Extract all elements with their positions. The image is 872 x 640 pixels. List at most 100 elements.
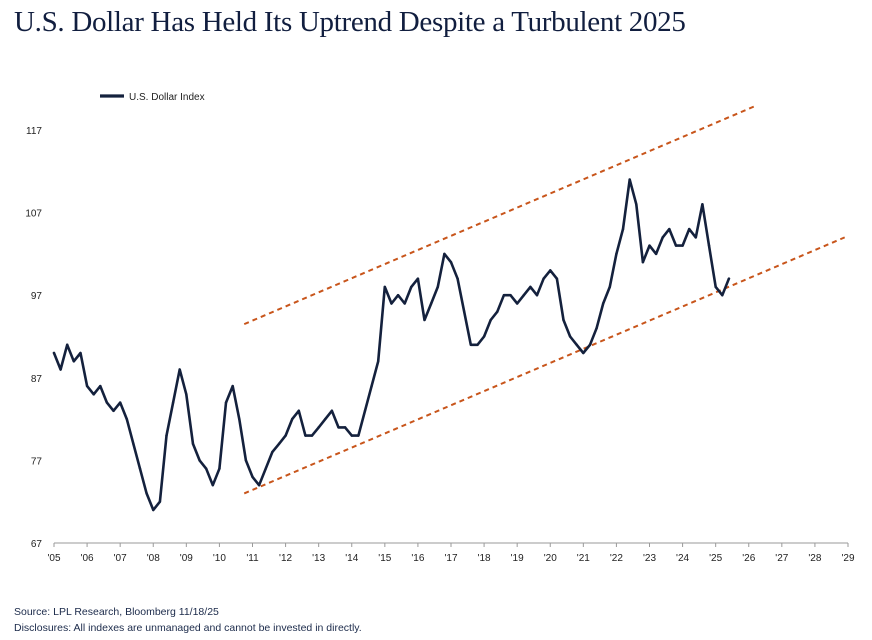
data-point <box>118 401 122 404</box>
data-point <box>317 426 320 429</box>
data-point <box>568 335 572 338</box>
data-point <box>337 426 340 429</box>
x-tick-label: '17 <box>444 553 457 564</box>
data-point <box>615 252 618 256</box>
data-point <box>416 277 420 280</box>
data-point <box>224 401 228 404</box>
data-point <box>608 285 611 289</box>
data-point <box>648 244 651 247</box>
data-point <box>363 409 367 413</box>
data-point <box>721 294 724 297</box>
data-point <box>112 409 115 413</box>
y-tick-label: 107 <box>25 209 42 220</box>
data-point <box>562 318 565 322</box>
data-point <box>403 302 406 305</box>
y-tick-label: 87 <box>31 374 43 385</box>
x-tick-label: '18 <box>478 553 491 564</box>
data-point <box>72 360 76 363</box>
data-point <box>198 459 201 462</box>
data-point <box>701 203 704 206</box>
data-point <box>185 393 188 396</box>
x-tick-label: '27 <box>775 553 788 564</box>
data-point <box>277 442 281 446</box>
data-point <box>436 285 439 289</box>
data-point <box>244 459 248 462</box>
data-point <box>641 260 645 264</box>
data-point <box>575 343 578 346</box>
data-point <box>661 236 664 239</box>
data-point <box>264 467 267 470</box>
x-tick-label: '22 <box>610 553 623 564</box>
x-tick-label: '20 <box>544 553 557 564</box>
data-point <box>251 475 254 479</box>
data-point <box>469 343 473 346</box>
x-tick-label: '16 <box>411 553 424 564</box>
x-tick-label: '11 <box>246 553 259 564</box>
data-point <box>350 434 353 437</box>
data-point <box>654 252 658 256</box>
x-tick-label: '29 <box>841 553 854 564</box>
data-point <box>310 434 314 437</box>
data-point <box>238 417 241 421</box>
data-point <box>688 227 691 231</box>
x-tick-label: '21 <box>577 553 590 564</box>
data-point <box>522 294 525 297</box>
x-tick-label: '25 <box>709 553 722 564</box>
data-point <box>171 401 175 404</box>
data-point <box>423 318 426 322</box>
x-tick-label: '12 <box>279 553 292 564</box>
y-tick-label: 117 <box>26 126 42 137</box>
data-point <box>456 277 459 280</box>
data-point <box>449 260 453 264</box>
data-point <box>529 285 532 289</box>
data-point <box>178 368 181 371</box>
source-note: Source: LPL Research, Bloomberg 11/18/25 <box>14 606 219 618</box>
x-tick-label: '24 <box>676 553 689 564</box>
lower-trend-line <box>243 236 846 495</box>
data-point <box>621 227 625 231</box>
x-tick-label: '15 <box>378 553 391 564</box>
x-tick-label: '13 <box>312 553 325 564</box>
series-line-usd-index <box>52 178 731 512</box>
data-point <box>549 269 552 272</box>
data-point <box>370 384 373 388</box>
x-tick-label: '05 <box>47 553 60 564</box>
data-point <box>218 467 221 470</box>
data-point <box>357 434 360 437</box>
data-point <box>138 467 142 470</box>
x-tick-label: '06 <box>81 553 94 564</box>
data-point <box>694 236 698 239</box>
data-point <box>681 244 684 247</box>
x-tick-label: '08 <box>147 553 160 564</box>
x-tick-label: '23 <box>643 553 656 564</box>
data-point <box>476 343 479 346</box>
data-point <box>674 244 678 247</box>
data-point <box>231 384 234 388</box>
y-tick-label: 77 <box>31 456 43 467</box>
legend-label-usd-index: U.S. Dollar Index <box>129 92 205 103</box>
data-point <box>99 384 102 388</box>
x-tick-label: '28 <box>808 553 821 564</box>
data-point <box>324 417 327 421</box>
data-point <box>284 434 287 437</box>
data-point <box>204 467 208 470</box>
data-point <box>377 360 380 363</box>
data-point <box>515 302 519 305</box>
data-point <box>152 508 155 512</box>
axes: 67 77 87 97 107 117 '05 '06 '07 '08 '09 '10 '11 '12 '1… <box>25 126 855 564</box>
data-point <box>588 343 592 346</box>
data-point <box>125 417 128 421</box>
data-point <box>105 401 109 404</box>
data-point <box>132 442 135 446</box>
data-point <box>542 277 545 280</box>
series <box>52 178 731 512</box>
data-point <box>489 318 492 322</box>
data-point <box>635 203 638 206</box>
data-point <box>257 483 261 487</box>
data-point <box>271 450 274 454</box>
data-point <box>582 351 585 355</box>
data-point <box>443 252 446 256</box>
data-point <box>165 434 168 437</box>
x-tick-label: '09 <box>180 553 193 564</box>
data-point <box>509 294 512 297</box>
